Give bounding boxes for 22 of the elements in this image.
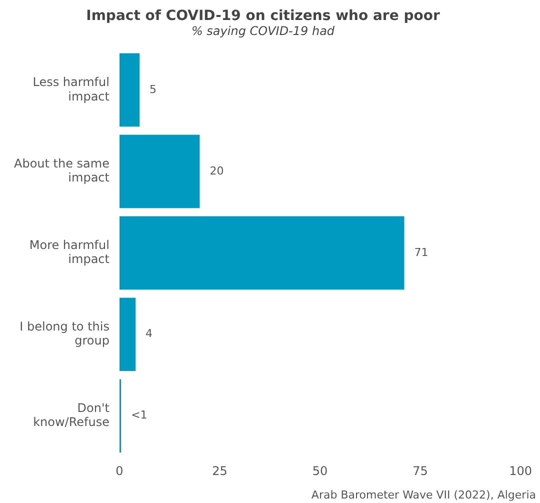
data-label: 71 — [414, 246, 428, 259]
x-tick-label: 0 — [116, 464, 124, 478]
bar — [119, 53, 140, 127]
x-tick-label: 25 — [212, 464, 228, 478]
y-tick-label: More harmful impact — [29, 238, 110, 266]
y-tick-label: I belong to this group — [20, 319, 110, 348]
y-tick-label: Less harmful impact — [32, 74, 110, 104]
x-tick-label: 100 — [509, 464, 532, 478]
data-label: 20 — [210, 164, 224, 178]
y-tick-label: About the same impact — [14, 156, 110, 185]
chart-subtitle: % saying COVID-19 had — [191, 24, 335, 38]
y-tick-label: Don't know/Refuse — [33, 400, 110, 430]
bar — [119, 134, 200, 208]
chart-title: Impact of COVID-19 on citizens who are poor — [86, 8, 440, 24]
data-label: 4 — [146, 327, 153, 340]
x-tick-label: 50 — [312, 464, 328, 478]
data-label: 5 — [150, 82, 157, 96]
data-label: <1 — [131, 408, 148, 422]
bar — [119, 216, 404, 290]
text: Arab Barometer Wave VII (2022), Algeria — [311, 488, 536, 502]
bar — [119, 298, 136, 372]
x-tick-label: 75 — [412, 464, 428, 478]
